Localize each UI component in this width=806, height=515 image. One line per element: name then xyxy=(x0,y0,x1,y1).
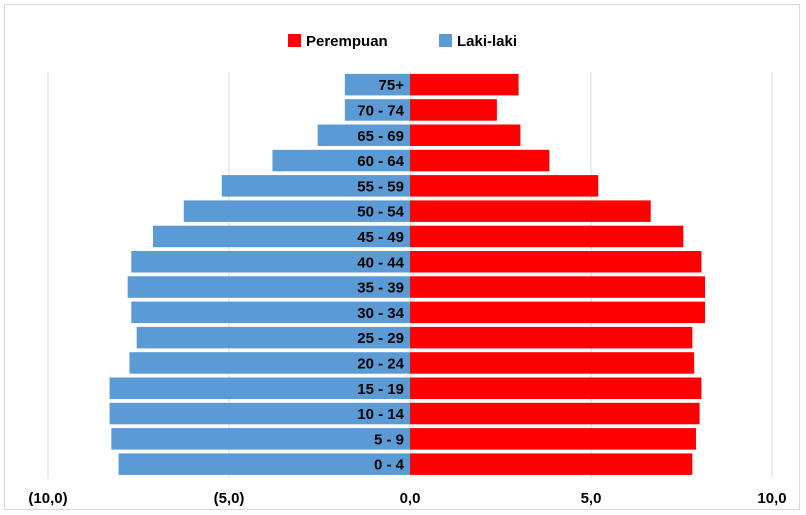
x-tick-label-1: (5,0) xyxy=(214,490,245,507)
bar-laki-laki-11 xyxy=(221,175,410,197)
bar-perempuan-9 xyxy=(410,225,684,248)
bars xyxy=(109,73,706,475)
bar-perempuan-8 xyxy=(410,251,702,273)
category-label-4: 20 - 24 xyxy=(357,355,404,372)
category-label-10: 50 - 54 xyxy=(357,204,404,221)
x-tick-label-0: (10,0) xyxy=(28,490,67,507)
bar-perempuan-12 xyxy=(410,149,550,172)
category-label-5: 25 - 29 xyxy=(357,330,404,347)
category-label-6: 30 - 34 xyxy=(357,305,404,322)
category-label-3: 15 - 19 xyxy=(357,381,404,398)
bar-perempuan-7 xyxy=(410,276,706,298)
bar-laki-laki-3 xyxy=(109,377,410,399)
bar-laki-laki-8 xyxy=(131,251,410,273)
bar-laki-laki-10 xyxy=(183,200,410,222)
bar-laki-laki-14 xyxy=(344,99,410,121)
bar-perempuan-3 xyxy=(410,377,702,399)
category-label-11: 55 - 59 xyxy=(357,178,404,195)
legend-label-laki-laki: Laki-laki xyxy=(457,33,517,50)
bar-perempuan-14 xyxy=(410,99,497,121)
chart-frame xyxy=(4,4,800,510)
bar-perempuan-0 xyxy=(410,453,693,475)
x-tick-label-3: 5,0 xyxy=(581,490,602,507)
category-label-2: 10 - 14 xyxy=(357,406,404,423)
legend-label-perempuan: Perempuan xyxy=(306,33,388,50)
x-tick-label-4: 10,0 xyxy=(757,490,786,507)
x-tick-label-2: 0,0 xyxy=(400,490,421,507)
legend-swatch-laki-laki xyxy=(439,34,452,47)
bar-perempuan-15 xyxy=(410,73,519,96)
category-label-0: 0 - 4 xyxy=(374,457,405,474)
category-labels: 0 - 4 5 - 9 10 - 14 15 - 19 20 - 24 25 - 29 30… xyxy=(357,77,405,474)
bar-laki-laki-1 xyxy=(111,428,410,450)
bar-laki-laki-6 xyxy=(131,301,410,324)
bar-perempuan-1 xyxy=(410,428,696,450)
category-label-13: 65 - 69 xyxy=(357,128,404,145)
legend-swatch-perempuan xyxy=(288,34,301,47)
category-label-9: 45 - 49 xyxy=(357,229,404,246)
legend: Perempuan Laki-laki xyxy=(288,33,517,50)
bar-perempuan-11 xyxy=(410,175,599,197)
bar-perempuan-5 xyxy=(410,326,693,349)
bar-perempuan-13 xyxy=(410,124,521,146)
bar-laki-laki-2 xyxy=(109,402,410,425)
bar-laki-laki-7 xyxy=(127,276,410,298)
bar-laki-laki-9 xyxy=(152,225,411,248)
bar-laki-laki-4 xyxy=(129,352,410,374)
bar-laki-laki-5 xyxy=(136,326,410,349)
bar-perempuan-6 xyxy=(410,301,706,324)
bar-perempuan-4 xyxy=(410,352,695,374)
bar-laki-laki-0 xyxy=(118,453,410,475)
category-label-8: 40 - 44 xyxy=(357,254,404,271)
category-label-7: 35 - 39 xyxy=(357,280,404,297)
category-label-12: 60 - 64 xyxy=(357,153,404,170)
category-label-1: 5 - 9 xyxy=(374,431,404,448)
x-axis-ticks: (10,0) (5,0) 0,0 5,0 10,0 xyxy=(28,490,786,507)
category-label-14: 70 - 74 xyxy=(357,102,404,119)
category-label-15: 75+ xyxy=(379,77,405,94)
bar-perempuan-10 xyxy=(410,200,651,222)
bar-laki-laki-15 xyxy=(344,73,410,96)
bar-perempuan-2 xyxy=(410,402,700,425)
bar-laki-laki-13 xyxy=(317,124,410,146)
bar-laki-laki-12 xyxy=(272,149,410,172)
